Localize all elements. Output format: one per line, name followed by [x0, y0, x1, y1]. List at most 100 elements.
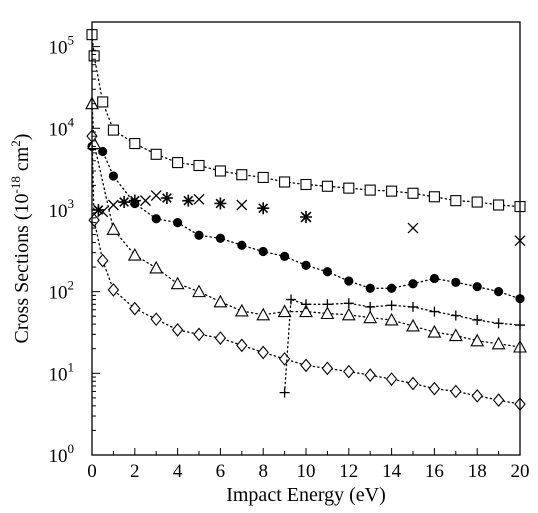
data-point-square: [321, 180, 333, 192]
y-axis-title-prefix: Cross Sections (10: [11, 193, 33, 343]
x-tick-label: 18: [468, 461, 487, 482]
data-point-diamond: [492, 393, 505, 407]
data-point-triangle: [384, 312, 399, 326]
data-point-filled-circle: [387, 283, 397, 293]
data-point-plus: [450, 310, 461, 321]
data-point-filled-circle: [429, 273, 439, 284]
x-tick-label: 6: [216, 461, 226, 482]
data-point-filled-circle: [344, 276, 354, 286]
data-point-square: [493, 199, 505, 211]
data-point-cross: [407, 222, 419, 234]
data-point-diamond: [107, 283, 120, 297]
data-point-square: [364, 184, 376, 196]
data-point-triangle: [277, 304, 292, 318]
data-point-asterisk: [300, 210, 312, 223]
data-point-square: [300, 178, 312, 191]
data-point-triangle: [406, 318, 420, 332]
data-point-diamond: [300, 358, 312, 373]
axes-layer: 0 2 4 6 8 10 12 14 16 18 20 100 101 102 103 104 105: [49, 21, 530, 482]
data-point-triangle: [192, 284, 206, 298]
data-point-square: [471, 196, 483, 208]
data-point-diamond: [193, 327, 205, 342]
data-point-filled-circle: [494, 287, 504, 297]
y-axis-title-suffix: ): [11, 134, 33, 141]
data-point-square: [450, 195, 462, 207]
data-point-diamond: [321, 361, 334, 376]
y-tick-label: 105: [49, 33, 75, 59]
data-point-asterisk: [257, 202, 270, 215]
data-point-square: [257, 171, 269, 183]
data-point-triangle: [341, 307, 356, 321]
data-point-square: [129, 138, 141, 150]
data-point-filled-circle: [258, 246, 268, 257]
plot-content: [85, 29, 527, 411]
data-point-triangle: [491, 336, 506, 350]
data-point-triangle: [149, 260, 164, 274]
data-point-triangle: [127, 247, 142, 261]
data-point-diamond: [278, 352, 291, 366]
data-point-filled-circle: [365, 283, 375, 293]
x-tick-label: 0: [87, 461, 97, 482]
series-square: [86, 29, 526, 213]
data-point-square: [386, 185, 398, 197]
data-point-square: [172, 157, 184, 169]
data-point-filled-circle: [108, 171, 118, 181]
data-point-diamond: [129, 301, 141, 316]
data-point-plus: [301, 299, 311, 310]
y-axis-title-unit-exponent: 2: [8, 140, 23, 147]
data-point-triangle: [170, 276, 185, 290]
data-point-filled-circle: [408, 279, 418, 289]
data-point-square: [428, 191, 440, 203]
data-point-diamond: [150, 312, 162, 327]
x-tick-label: 20: [511, 461, 530, 482]
data-point-diamond: [407, 376, 419, 391]
data-point-cross: [193, 193, 205, 205]
data-point-triangle: [470, 333, 485, 347]
data-point-square: [88, 50, 100, 62]
data-point-square: [279, 176, 291, 188]
data-point-cross: [140, 195, 151, 207]
data-point-filled-circle: [151, 214, 161, 224]
data-point-diamond: [96, 253, 109, 268]
data-point-diamond: [471, 388, 483, 403]
data-point-filled-circle: [194, 230, 204, 240]
data-point-plus: [408, 301, 418, 312]
data-point-asterisk: [118, 196, 131, 209]
data-point-square: [97, 96, 109, 108]
data-point-filled-circle: [280, 251, 290, 262]
data-point-cross: [107, 199, 119, 211]
data-point-diamond: [171, 323, 184, 337]
data-point-filled-circle: [237, 240, 247, 250]
series-triangle: [85, 96, 527, 353]
data-point-plus: [279, 387, 290, 398]
data-point-filled-circle: [215, 233, 225, 243]
y-axis-title: Cross Sections (10-18 cm2): [8, 134, 33, 344]
x-axis-title: Impact Energy (eV): [226, 484, 386, 506]
data-point-triangle: [448, 328, 463, 342]
y-tick-label: 103: [49, 196, 75, 222]
data-point-triangle: [299, 304, 313, 318]
data-point-asterisk: [160, 192, 173, 205]
data-point-filled-circle: [98, 146, 108, 157]
series-diamond: [86, 129, 526, 411]
data-point-diamond: [385, 372, 398, 386]
x-tick-label: 14: [382, 461, 402, 482]
data-point-diamond: [343, 364, 355, 379]
data-point-triangle: [234, 303, 249, 317]
data-point-triangle: [363, 310, 378, 324]
data-point-asterisk: [214, 197, 227, 210]
data-point-plus: [365, 301, 376, 312]
y-tick-label: 102: [49, 278, 75, 304]
data-point-square: [193, 159, 205, 172]
data-point-diamond: [214, 331, 227, 345]
data-point-filled-circle: [472, 282, 482, 292]
data-point-triangle: [427, 324, 442, 338]
data-point-filled-circle: [322, 267, 332, 277]
x-tick-label: 2: [130, 461, 140, 482]
y-axis-title-unit: cm: [11, 146, 33, 176]
x-tick-label: 16: [425, 461, 444, 482]
data-point-filled-circle: [451, 277, 461, 287]
data-point-asterisk: [128, 194, 141, 207]
series-line-filled-circle: [91, 145, 521, 300]
data-point-plus: [322, 299, 333, 310]
